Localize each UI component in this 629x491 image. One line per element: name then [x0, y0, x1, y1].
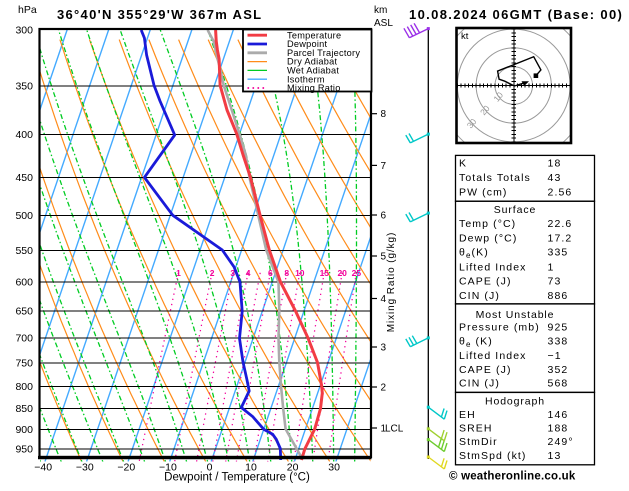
- svg-text:10: 10: [245, 461, 257, 473]
- svg-text:Dry Adiabat: Dry Adiabat: [287, 57, 337, 67]
- svg-text:CAPE (J): CAPE (J): [459, 364, 512, 376]
- svg-text:Hodograph: Hodograph: [485, 395, 545, 407]
- svg-text:SREH: SREH: [459, 423, 493, 435]
- svg-text:300: 300: [15, 25, 33, 37]
- svg-text:1: 1: [548, 261, 555, 273]
- svg-text:2: 2: [210, 268, 215, 278]
- svg-text:Totals Totals: Totals Totals: [459, 172, 531, 184]
- svg-text:−30: −30: [76, 461, 94, 473]
- svg-text:PW (cm): PW (cm): [459, 186, 508, 198]
- svg-text:Isotherm: Isotherm: [287, 74, 325, 84]
- svg-text:θe(K): θe(K): [459, 247, 489, 260]
- svg-text:StmDir: StmDir: [459, 436, 498, 448]
- svg-text:Mixing Ratio (g/kg): Mixing Ratio (g/kg): [386, 232, 397, 332]
- svg-text:36°40'N 355°29'W 367m ASL: 36°40'N 355°29'W 367m ASL: [57, 7, 262, 22]
- svg-text:Dewpoint: Dewpoint: [287, 39, 327, 49]
- svg-text:30: 30: [328, 461, 340, 473]
- svg-text:4: 4: [381, 294, 387, 305]
- svg-text:θe (K): θe (K): [459, 336, 493, 349]
- svg-text:352: 352: [548, 364, 569, 376]
- svg-text:450: 450: [15, 172, 33, 184]
- svg-text:750: 750: [15, 358, 33, 370]
- svg-text:925: 925: [548, 322, 569, 334]
- svg-text:43: 43: [548, 172, 562, 184]
- svg-text:700: 700: [15, 333, 33, 345]
- svg-text:CAPE (J): CAPE (J): [459, 276, 512, 288]
- svg-text:335: 335: [548, 247, 569, 259]
- svg-text:−20: −20: [117, 461, 135, 473]
- svg-text:StmSpd (kt): StmSpd (kt): [459, 450, 527, 462]
- svg-text:338: 338: [548, 336, 569, 348]
- svg-text:Parcel Trajectory: Parcel Trajectory: [287, 48, 360, 58]
- svg-text:Wet Adiabat: Wet Adiabat: [287, 66, 339, 76]
- svg-text:K: K: [459, 158, 467, 170]
- svg-text:Lifted Index: Lifted Index: [459, 350, 527, 362]
- svg-text:Most Unstable: Most Unstable: [476, 309, 555, 321]
- svg-text:CIN (J): CIN (J): [459, 290, 500, 302]
- svg-text:25: 25: [352, 268, 362, 278]
- svg-text:1: 1: [176, 268, 181, 278]
- svg-text:LCL: LCL: [385, 424, 404, 435]
- svg-text:Lifted Index: Lifted Index: [459, 261, 527, 273]
- svg-text:249°: 249°: [548, 436, 574, 448]
- svg-text:Mixing Ratio: Mixing Ratio: [287, 83, 341, 93]
- svg-text:400: 400: [15, 129, 33, 141]
- svg-text:CIN (J): CIN (J): [459, 378, 500, 390]
- svg-text:−40: −40: [34, 461, 52, 473]
- svg-text:800: 800: [15, 381, 33, 393]
- svg-text:kt: kt: [461, 31, 469, 42]
- svg-text:Dewpoint / Temperature (°C): Dewpoint / Temperature (°C): [164, 472, 310, 484]
- svg-text:886: 886: [548, 290, 569, 302]
- svg-text:13: 13: [548, 450, 562, 462]
- svg-text:600: 600: [15, 277, 33, 289]
- svg-text:146: 146: [548, 409, 569, 421]
- svg-text:Dewp (°C): Dewp (°C): [459, 232, 517, 244]
- svg-text:15: 15: [320, 268, 330, 278]
- svg-text:Surface: Surface: [494, 204, 537, 216]
- svg-text:1: 1: [381, 424, 387, 435]
- svg-text:2: 2: [381, 383, 387, 394]
- svg-text:6: 6: [381, 211, 387, 222]
- svg-text:350: 350: [15, 81, 33, 93]
- svg-text:hPa: hPa: [18, 4, 37, 16]
- svg-text:Pressure (mb): Pressure (mb): [459, 322, 540, 334]
- svg-text:−10: −10: [159, 461, 177, 473]
- svg-text:8: 8: [381, 109, 387, 120]
- svg-text:550: 550: [15, 245, 33, 257]
- svg-text:7: 7: [381, 161, 387, 172]
- svg-text:0: 0: [207, 461, 213, 473]
- svg-text:850: 850: [15, 403, 33, 415]
- svg-text:10.08.2024 06GMT (Base: 00): 10.08.2024 06GMT (Base: 00): [409, 7, 623, 22]
- svg-text:© weatheronline.co.uk: © weatheronline.co.uk: [449, 471, 576, 483]
- svg-text:−1: −1: [548, 350, 562, 362]
- svg-text:8: 8: [284, 268, 289, 278]
- svg-text:73: 73: [548, 276, 562, 288]
- svg-text:10: 10: [295, 268, 305, 278]
- svg-text:3: 3: [381, 343, 387, 354]
- svg-text:22.6: 22.6: [548, 218, 573, 230]
- svg-text:500: 500: [15, 210, 33, 222]
- svg-text:km: km: [374, 5, 387, 16]
- svg-text:17.2: 17.2: [548, 232, 573, 244]
- svg-text:20: 20: [287, 461, 299, 473]
- svg-text:188: 188: [548, 423, 569, 435]
- svg-text:18: 18: [548, 158, 562, 170]
- svg-text:6: 6: [268, 268, 273, 278]
- svg-text:4: 4: [246, 268, 251, 278]
- svg-text:650: 650: [15, 306, 33, 318]
- svg-text:ASL: ASL: [374, 18, 393, 29]
- svg-text:950: 950: [15, 444, 33, 456]
- svg-text:2.56: 2.56: [548, 186, 573, 198]
- svg-text:3: 3: [230, 268, 235, 278]
- svg-text:5: 5: [381, 252, 387, 263]
- svg-text:EH: EH: [459, 409, 476, 421]
- svg-text:20: 20: [337, 268, 347, 278]
- svg-text:Temp (°C): Temp (°C): [459, 218, 516, 230]
- svg-text:568: 568: [548, 378, 569, 390]
- svg-text:Temperature: Temperature: [287, 30, 341, 40]
- svg-text:900: 900: [15, 424, 33, 436]
